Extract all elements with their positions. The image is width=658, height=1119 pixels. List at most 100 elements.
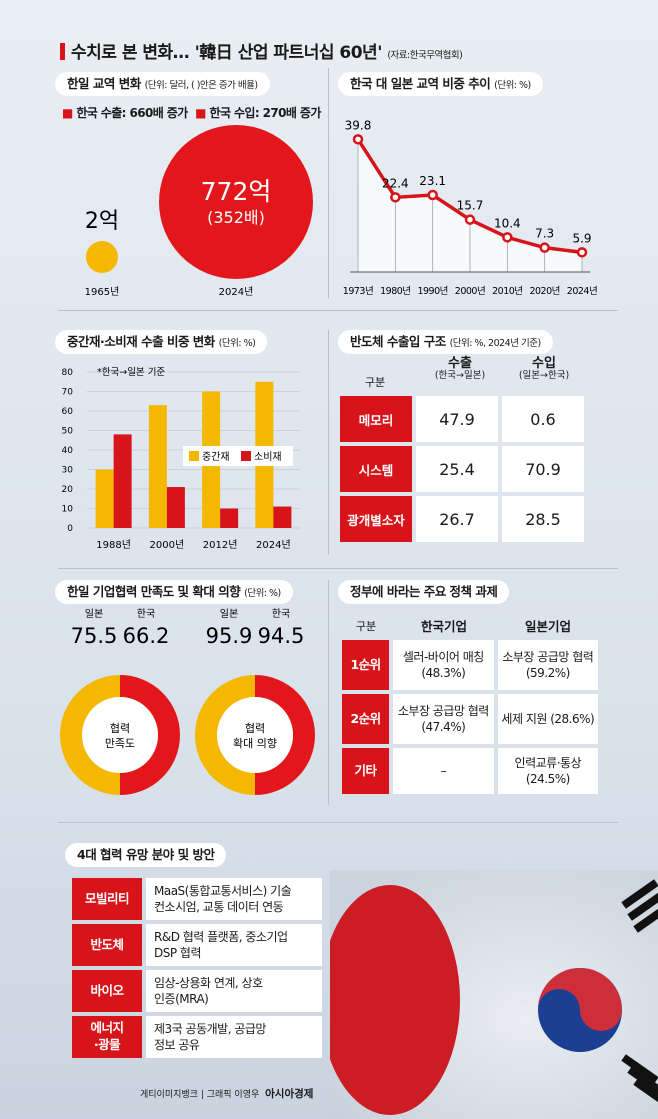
donut-segment-japan xyxy=(60,675,120,795)
donut-hole xyxy=(82,697,158,773)
bubble-1965-value: 2억 xyxy=(85,209,119,234)
policy-section-title: 정부에 바라는 주요 정책 과제 xyxy=(338,580,510,604)
page-title: 수치로 본 변화… '韓日 산업 파트너십 60년' xyxy=(71,43,382,63)
semi-row: 광개별소자 26.7 28.5 xyxy=(340,496,584,542)
legend-label: 소비재 xyxy=(254,451,282,463)
coop-plan-line1: 임상-상용화 연계, 상호 xyxy=(154,975,263,990)
line-value-label: 22.4 xyxy=(382,176,409,190)
policy-row: 1순위 셀러-바이어 매칭(48.3%) 소부장 공급망 협력(59.2%) xyxy=(342,640,598,690)
source-note: (자료:한국무역협회) xyxy=(387,50,463,61)
semi-unit: (단위: %, 2024년 기준) xyxy=(449,338,542,349)
semi-export-value: 25.4 xyxy=(416,446,498,492)
donut-country-label: 한국 xyxy=(272,608,290,620)
donut-segment-korea xyxy=(255,675,315,795)
bar-y-tick: 20 xyxy=(62,485,74,495)
policy-japan-item: 인력교류·통상 (24.5%) xyxy=(497,748,598,794)
coop-row: 반도체 R&D 협력 플랫폼, 중소기업 DSP 협력 xyxy=(72,924,322,966)
bar-x-tick: 2000년 xyxy=(150,539,185,551)
line-unit: (단위: %) xyxy=(494,80,531,91)
semi-import-header: 수입 (일본→한국) xyxy=(504,356,584,382)
bar-section-title: 중간재·소비재 수출 비중 변화 (단위: %) xyxy=(55,330,268,354)
line-x-tick: 2000년 xyxy=(455,286,485,297)
bubble-1965 xyxy=(86,241,118,273)
policy-row: 2순위 소부장 공급망 협력(47.4%) 세제 지원 (28.6%) xyxy=(342,694,598,744)
coop-title: 4대 협력 유망 분야 및 방안 xyxy=(77,847,215,862)
legend-export: 한국 수출: 660배 증가 xyxy=(76,106,188,120)
bar-소비재 xyxy=(273,506,292,528)
policy-rank: 1순위 xyxy=(342,640,390,690)
line-x-tick: 2010년 xyxy=(492,286,522,297)
policy-korea-item: 소부장 공급망 협력(47.4%) xyxy=(393,694,494,744)
donut-center-label: 협력 xyxy=(245,722,265,735)
policy-japan-item: 소부장 공급망 협력(59.2%) xyxy=(497,640,598,690)
line-value-label: 23.1 xyxy=(419,174,446,188)
divider xyxy=(328,330,329,555)
bar-소비재 xyxy=(166,487,185,528)
legend-marker-icon: ■ xyxy=(195,106,206,120)
semi-import-value: 70.9 xyxy=(502,446,584,492)
goods-export-bar-chart: 0 10 20 30 40 50 60 70 80 *한국→일본 기준 1988년 2000년 2012… xyxy=(62,367,300,551)
flags-illustration xyxy=(330,870,658,1119)
coop-field-line1: 반도체 xyxy=(90,936,124,952)
semi-export-value: 47.9 xyxy=(416,396,498,442)
semi-title: 반도체 수출입 구조 xyxy=(350,334,446,349)
semi-import-label: 수입 xyxy=(532,356,556,371)
policy-rank: 2순위 xyxy=(342,694,390,744)
semi-row-label: 광개별소자 xyxy=(340,496,412,542)
donut-value: 75.5 xyxy=(71,624,118,648)
donut-value: 94.5 xyxy=(258,624,305,648)
bar-note: *한국→일본 기준 xyxy=(97,367,165,378)
policy-japan-item: 세제 지원 (28.6%) xyxy=(497,694,598,744)
japan-flag-circle xyxy=(330,885,460,1115)
donut-unit: (단위: %) xyxy=(244,588,281,599)
coop-field-line1: 바이오 xyxy=(90,982,124,998)
policy-col-header: 구분 xyxy=(355,620,377,633)
credit-text: 게티이미지뱅크 | 그래픽 이영우 xyxy=(140,1090,260,1100)
line-area xyxy=(358,139,582,272)
bubble-1965-year: 1965년 xyxy=(85,286,120,298)
bubble-2024-ratio: (352배) xyxy=(207,208,265,227)
policy-korea-header: 한국기업 xyxy=(420,619,467,634)
line-x-tick: 1973년 xyxy=(343,286,373,297)
line-point xyxy=(539,242,550,253)
donut-hole xyxy=(217,697,293,773)
legend-swatch xyxy=(189,451,199,461)
bubble-2024 xyxy=(159,125,313,279)
policy-korea-item: 셀러-바이어 매칭(48.3%) xyxy=(393,640,494,690)
bar-y-tick: 30 xyxy=(62,466,74,476)
coop-plan-line1: MaaS(통합교통서비스) 기술 xyxy=(154,883,292,898)
bar-x-tick: 2012년 xyxy=(203,539,238,551)
policy-title: 정부에 바라는 주요 정책 과제 xyxy=(350,584,498,599)
credit-brand: 아시아경제 xyxy=(265,1088,314,1100)
semi-export-header: 수출 (한국→일본) xyxy=(420,356,500,382)
coop-plan-line2: DSP 협력 xyxy=(154,946,202,960)
bar-y-tick: 10 xyxy=(62,505,74,515)
bar-unit: (단위: %) xyxy=(218,338,256,349)
line-point xyxy=(427,189,438,201)
semi-row-label: 메모리 xyxy=(340,396,412,442)
credit: 게티이미지뱅크 | 그래픽 이영우 아시아경제 xyxy=(140,1086,313,1101)
coop-plan-line1: R&D 협력 플랫폼, 중소기업 xyxy=(154,929,288,944)
bar-중간재 xyxy=(95,469,114,528)
semi-import-sub: (일본→한국) xyxy=(518,370,570,382)
coop-field: 에너지 ·광물 xyxy=(72,1016,142,1058)
bubble-2024-value: 772억 xyxy=(201,177,272,206)
policy-rank: 기타 xyxy=(342,748,390,794)
trade-share-line-chart: 39.8 1973년 22.4 1980년 23.1 1990년 15.7 2000년 10.4… xyxy=(343,118,598,297)
korea-flag-trigrams xyxy=(621,879,658,1108)
bar-x-tick: 1988년 xyxy=(96,539,131,551)
coop-field-line1: 에너지 xyxy=(90,1020,124,1036)
line-value-label: 10.4 xyxy=(494,216,521,230)
coop-plan-line2: 컨소시엄, 교통 데이터 연동 xyxy=(154,900,284,914)
line-x-tick: 2020년 xyxy=(529,286,559,297)
divider xyxy=(58,822,618,823)
bar-title: 중간재·소비재 수출 비중 변화 xyxy=(67,334,215,349)
donut-title: 한일 기업협력 만족도 및 확대 의향 xyxy=(67,584,241,599)
bar-y-tick: 80 xyxy=(62,368,74,378)
donut-center-label: 협력 xyxy=(110,722,130,735)
donut-value: 95.9 xyxy=(206,624,253,648)
line-value-label: 5.9 xyxy=(572,231,591,245)
semi-export-label: 수출 xyxy=(448,356,472,371)
trade-section-title: 한일 교역 변화 (단위: 달러, ( )안은 증가 배율) xyxy=(55,72,270,96)
